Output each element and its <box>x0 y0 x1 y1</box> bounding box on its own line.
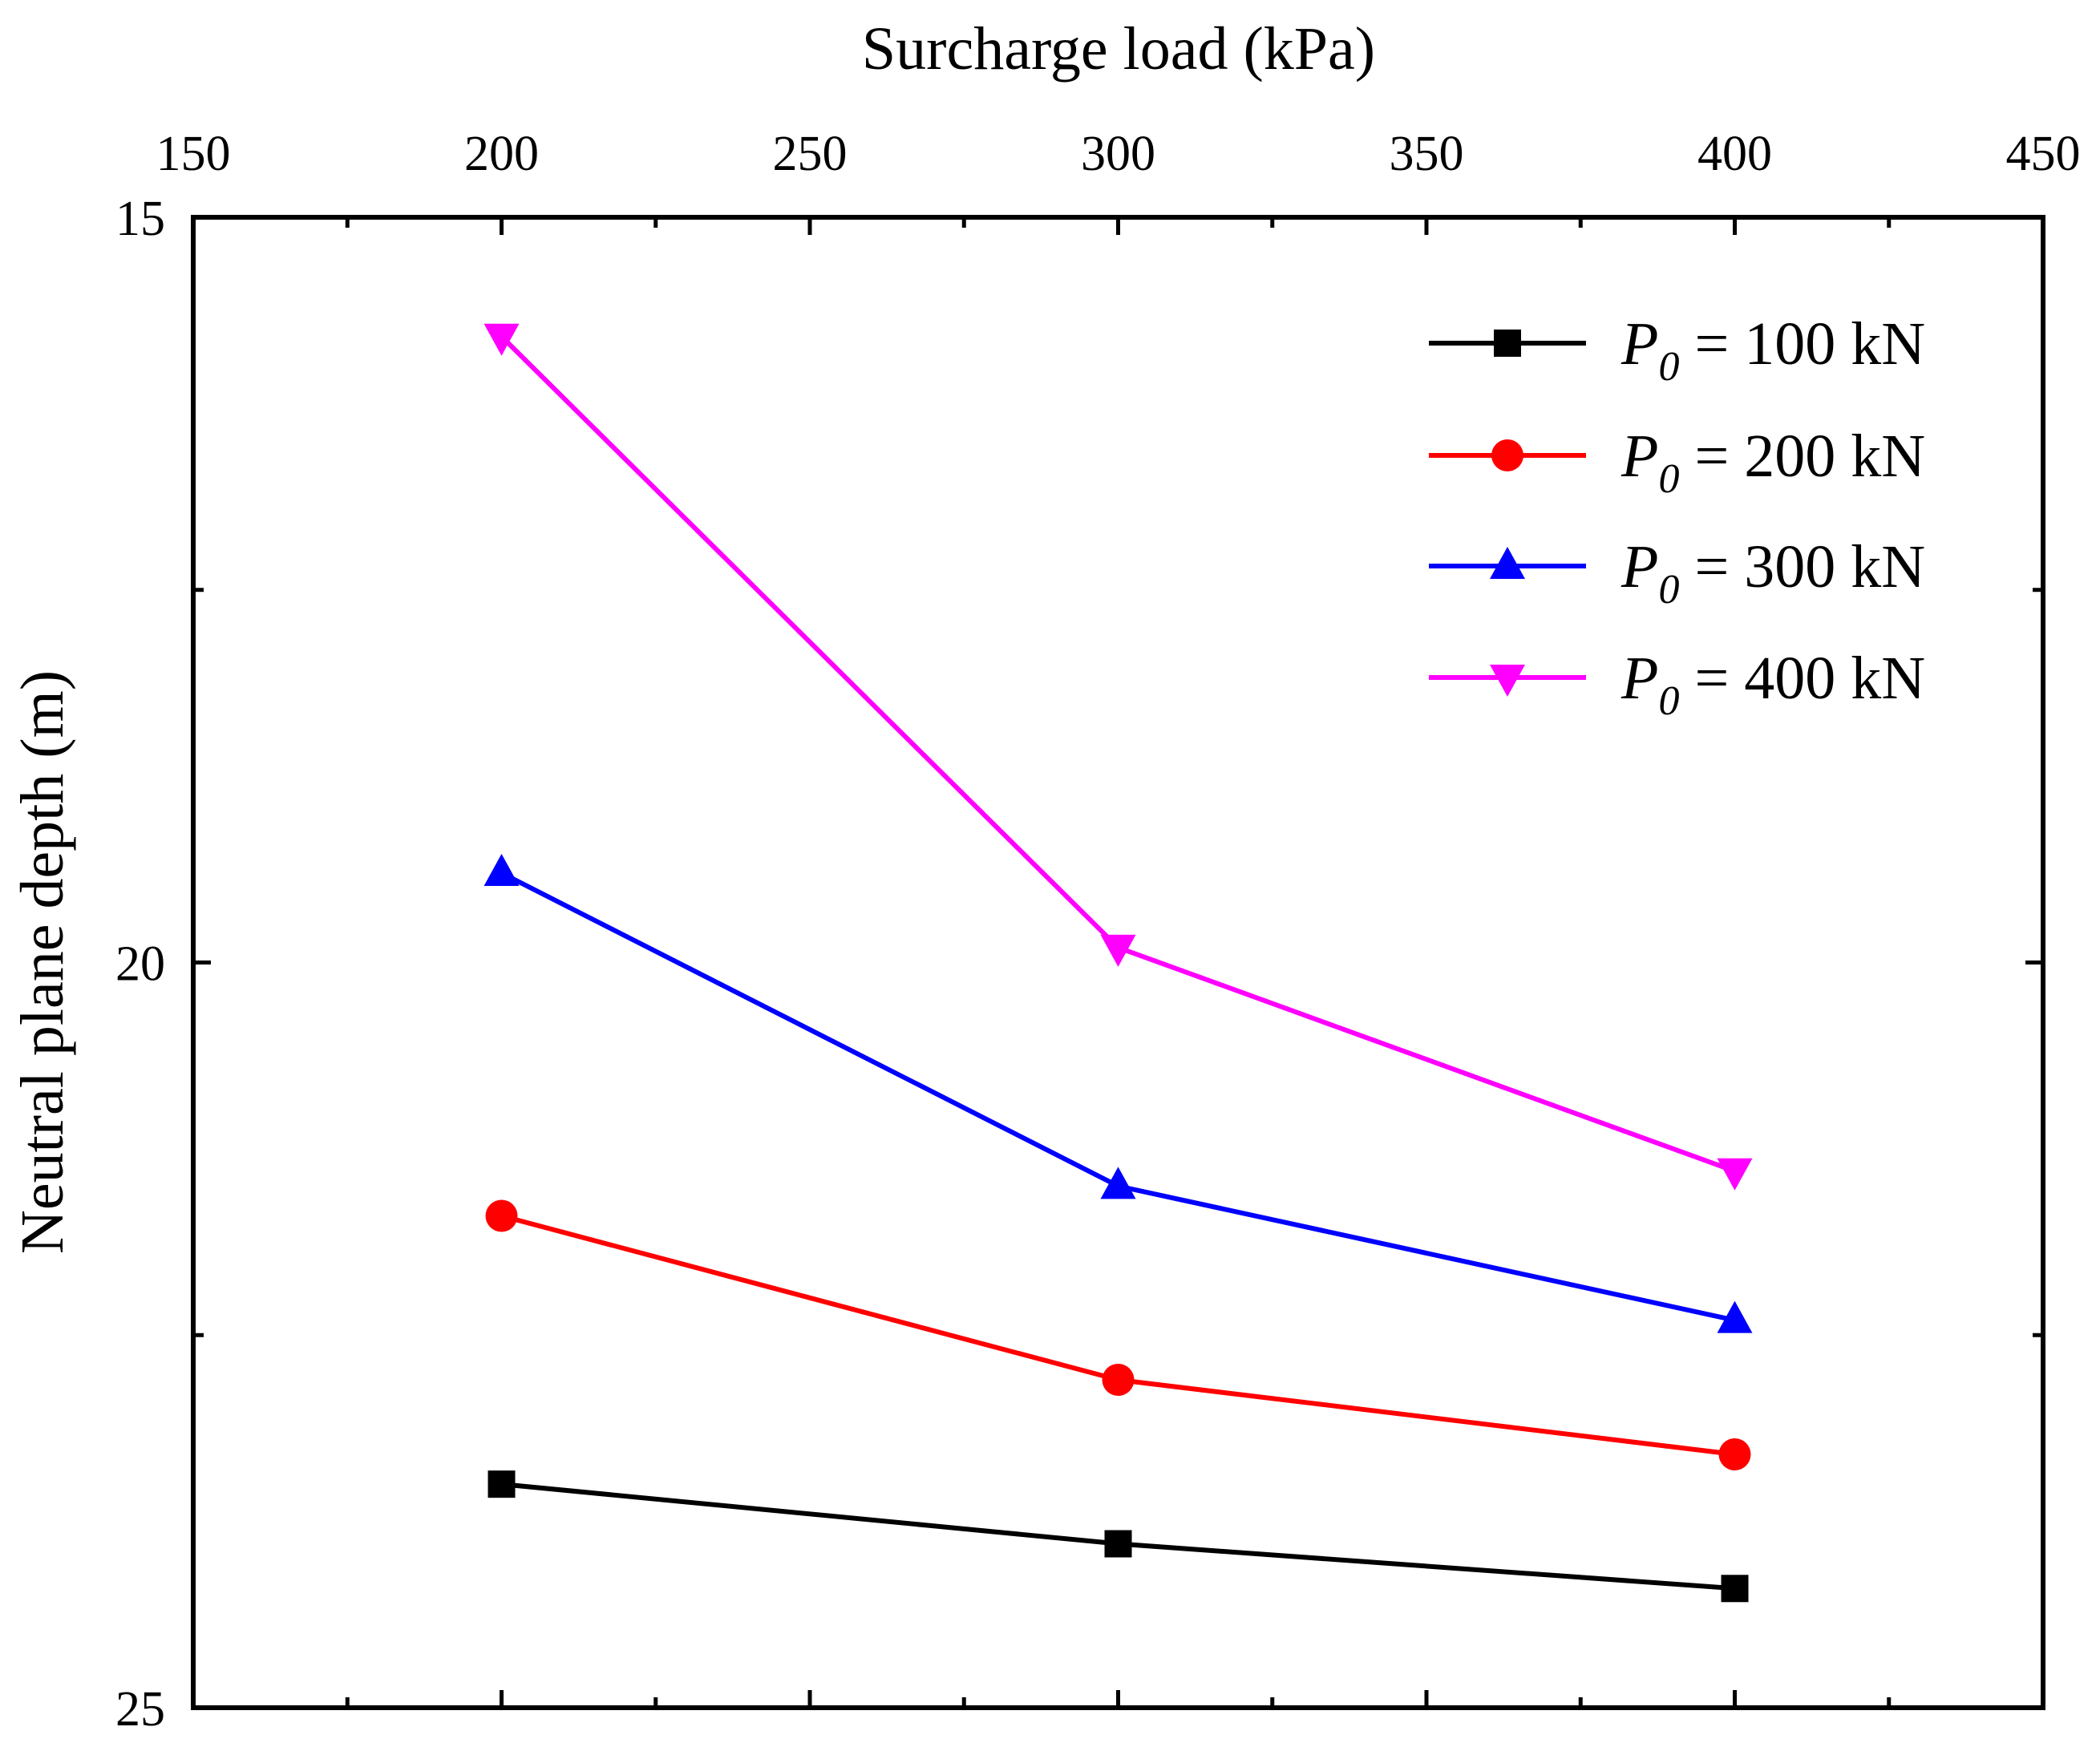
legend-label-variable: P <box>1621 423 1658 490</box>
triangle-up-marker <box>484 853 520 886</box>
triangle-down-marker <box>1100 934 1136 967</box>
legend-entry: P0 = 300 kN <box>1429 533 1925 613</box>
y-tick-label: 15 <box>115 192 165 246</box>
x-tick-label: 450 <box>2006 127 2081 181</box>
legend-label-value: = 300 kN <box>1679 533 1925 601</box>
triangle-up-marker <box>1100 1167 1136 1199</box>
x-tick-label: 300 <box>1081 127 1155 181</box>
circle-marker <box>1102 1364 1135 1397</box>
y-axis-title: Neutral plane depth (m) <box>9 670 76 1254</box>
circle-marker <box>1718 1438 1751 1470</box>
y-tick-label: 20 <box>115 937 165 992</box>
circle-marker <box>485 1199 518 1232</box>
legend-label-value: = 200 kN <box>1679 423 1925 490</box>
x-tick-label: 250 <box>773 127 848 181</box>
legend-label-variable: P <box>1621 645 1658 712</box>
circle-marker <box>1491 439 1523 471</box>
y-tick-label: 25 <box>115 1682 165 1737</box>
series-3 <box>484 853 1753 1333</box>
legend-label-subscript: 0 <box>1658 567 1679 613</box>
legend-label-variable: P <box>1621 310 1658 378</box>
square-marker <box>1721 1575 1749 1603</box>
x-tick-label: 350 <box>1390 127 1464 181</box>
series-lines <box>484 323 1753 1603</box>
legend-label-subscript: 0 <box>1658 678 1679 724</box>
legend-entry: P0 = 400 kN <box>1429 645 1925 724</box>
triangle-down-marker <box>484 323 520 356</box>
series-line <box>500 334 1736 1174</box>
x-tick-label: 150 <box>156 127 231 181</box>
plot-area-frame <box>191 215 2045 1710</box>
series-2 <box>485 1199 1751 1470</box>
triangle-down-marker <box>1490 665 1525 697</box>
series-1 <box>488 1470 1749 1603</box>
triangle-up-marker <box>1490 547 1525 579</box>
x-axis-title: Surcharge load (kPa) <box>862 15 1375 83</box>
x-tick-labels: 150 200 250 300 350 400 450 <box>156 127 2081 181</box>
legend-label-subscript: 0 <box>1658 344 1679 390</box>
series-4 <box>484 323 1753 1191</box>
y-tick-labels: 15 20 25 <box>115 192 165 1737</box>
legend-label-subscript: 0 <box>1658 456 1679 502</box>
legend-label: P0 = 300 kN <box>1621 533 1925 613</box>
legend-label-value: = 100 kN <box>1679 310 1925 378</box>
x-tick-label: 200 <box>464 127 539 181</box>
legend-entry: P0 = 200 kN <box>1429 423 1925 502</box>
square-marker <box>1494 330 1521 357</box>
legend-label-value: = 400 kN <box>1679 645 1925 712</box>
legend-label-variable: P <box>1621 533 1658 601</box>
legend-label: P0 = 400 kN <box>1621 645 1925 724</box>
series-line <box>500 1213 1735 1457</box>
square-marker <box>1104 1530 1132 1558</box>
triangle-down-marker <box>1717 1158 1753 1191</box>
x-tick-label: 400 <box>1697 127 1772 181</box>
square-marker <box>488 1470 516 1498</box>
legend-entry: P0 = 100 kN <box>1429 310 1925 390</box>
legend-label: P0 = 200 kN <box>1621 423 1925 502</box>
triangle-up-marker <box>1717 1300 1753 1333</box>
legend-label: P0 = 100 kN <box>1621 310 1925 390</box>
